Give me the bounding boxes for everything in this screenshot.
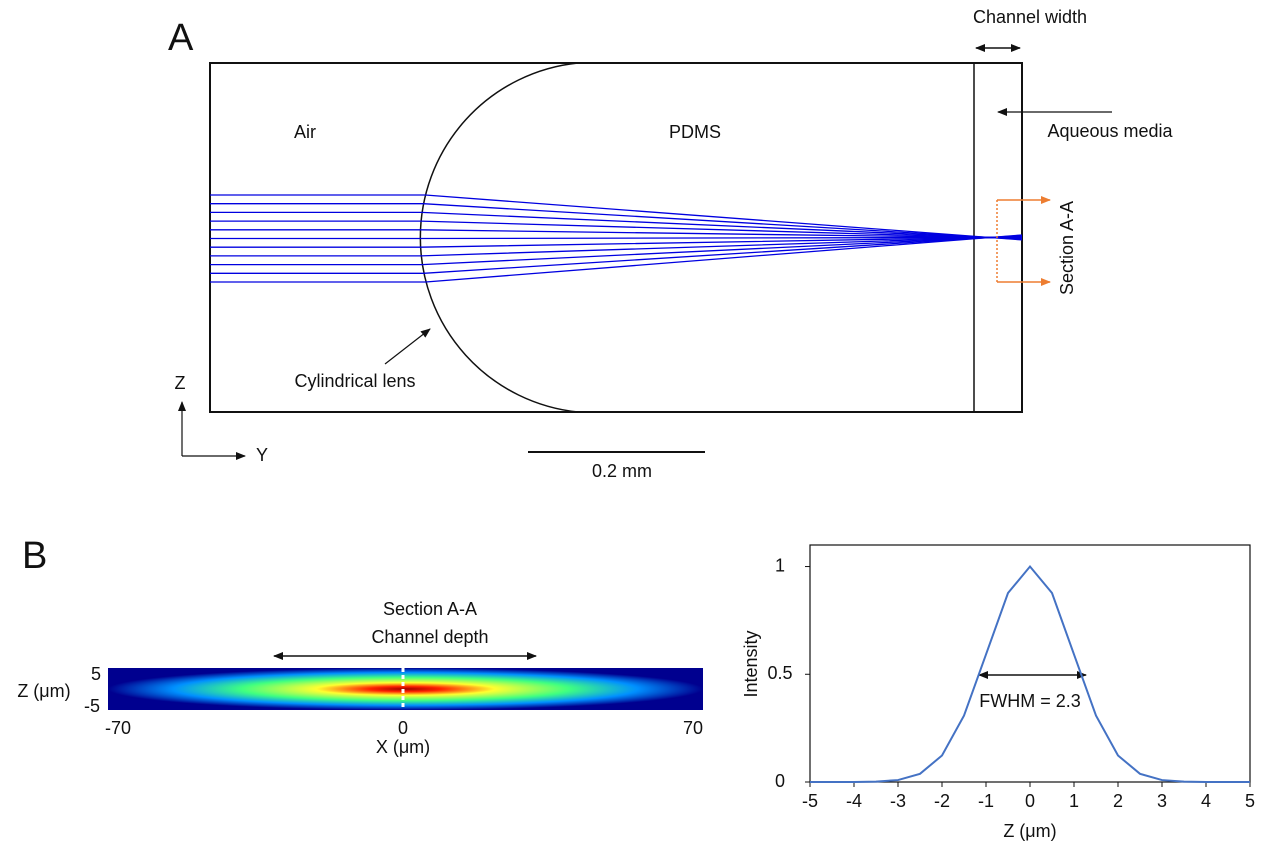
x-tick-label: 4 — [1201, 791, 1211, 811]
x-tick-label: -5 — [802, 791, 818, 811]
heatmap — [108, 668, 703, 710]
y-tick-label: -5 — [84, 696, 100, 716]
panel-b: B Section A-A Channel depth 5 -5 Z (μm) … — [17, 535, 703, 757]
x-tick-label: 3 — [1157, 791, 1167, 811]
panel-label: A — [168, 17, 194, 59]
depth-label: Channel depth — [371, 627, 488, 647]
pdms-label: PDMS — [669, 122, 721, 142]
x-tick-label: 0 — [1025, 791, 1035, 811]
ray — [210, 234, 1023, 283]
line-series — [810, 564, 1250, 783]
x-tick-label: 2 — [1113, 791, 1123, 811]
x-tick-label: 1 — [1069, 791, 1079, 811]
y-tick-label: 1 — [775, 555, 785, 575]
aqueous-label: Aqueous media — [1047, 121, 1173, 141]
scale-label: 0.2 mm — [592, 461, 652, 481]
rays — [210, 194, 1023, 283]
section-label: Section A-A — [1057, 201, 1077, 295]
plot-frame — [809, 544, 1251, 783]
y-tick-label: 0.5 — [767, 663, 792, 683]
ray — [210, 236, 1023, 240]
x-axis-label: X (μm) — [376, 737, 430, 757]
air-label: Air — [294, 122, 316, 142]
x-tick-label: 5 — [1245, 791, 1255, 811]
x-tick-label: 0 — [398, 718, 408, 738]
channel-width-label: Channel width — [973, 7, 1087, 27]
y-axis-label: Intensity — [741, 630, 761, 697]
panel-label: B — [22, 535, 47, 577]
intensity-chart: Intensity Z (μm) FWHM = 2.3 -5 -4 -3 -2 -1 0 1… — [741, 544, 1255, 841]
x-axis-label: Z (μm) — [1003, 821, 1056, 841]
y-label: Y — [256, 445, 268, 465]
section-label: Section A-A — [383, 599, 477, 619]
y-axis-label: Z (μm) — [17, 681, 70, 701]
lens-label: Cylindrical lens — [294, 371, 415, 391]
lens-arrow — [384, 328, 431, 365]
y-tick-label: 0 — [775, 771, 785, 791]
y-tick-label: 5 — [91, 664, 101, 684]
lens — [419, 62, 579, 413]
x-tick-label: -1 — [978, 791, 994, 811]
x-tick-label: -2 — [934, 791, 950, 811]
x-tick-label: -4 — [846, 791, 862, 811]
annotation: FWHM = 2.3 — [979, 691, 1081, 711]
panel-a: A Air PDMS Channel width Aqueous media S… — [168, 7, 1174, 481]
x-tick-label: -3 — [890, 791, 906, 811]
z-label: Z — [175, 373, 186, 393]
x-tick-label: 70 — [683, 718, 703, 738]
x-tick-label: -70 — [105, 718, 131, 738]
